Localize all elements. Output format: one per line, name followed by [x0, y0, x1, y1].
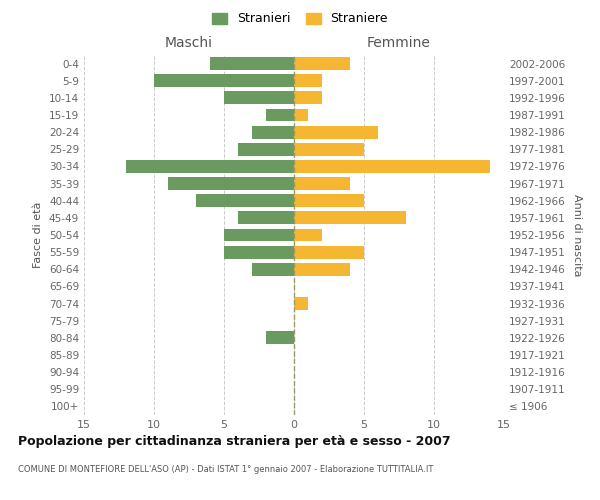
Bar [210, 57, 294, 70]
Bar [294, 263, 350, 276]
Bar [294, 57, 350, 70]
Bar [294, 74, 322, 87]
Bar [266, 332, 294, 344]
Bar [224, 92, 294, 104]
Bar [294, 228, 322, 241]
Bar [294, 194, 364, 207]
Legend: Stranieri, Straniere: Stranieri, Straniere [208, 8, 392, 29]
Text: Maschi: Maschi [165, 36, 213, 50]
Y-axis label: Anni di nascita: Anni di nascita [572, 194, 582, 276]
Bar [238, 212, 294, 224]
Bar [252, 263, 294, 276]
Bar [126, 160, 294, 173]
Bar [294, 246, 364, 258]
Bar [294, 160, 490, 173]
Bar [238, 143, 294, 156]
Bar [294, 177, 350, 190]
Bar [252, 126, 294, 138]
Bar [294, 92, 322, 104]
Bar [196, 194, 294, 207]
Bar [224, 246, 294, 258]
Bar [294, 108, 308, 122]
Bar [224, 228, 294, 241]
Bar [294, 126, 378, 138]
Text: COMUNE DI MONTEFIORE DELL'ASO (AP) - Dati ISTAT 1° gennaio 2007 - Elaborazione T: COMUNE DI MONTEFIORE DELL'ASO (AP) - Dat… [18, 465, 433, 474]
Text: Popolazione per cittadinanza straniera per età e sesso - 2007: Popolazione per cittadinanza straniera p… [18, 435, 451, 448]
Bar [266, 108, 294, 122]
Bar [294, 297, 308, 310]
Bar [154, 74, 294, 87]
Bar [294, 212, 406, 224]
Bar [294, 143, 364, 156]
Y-axis label: Fasce di età: Fasce di età [34, 202, 43, 268]
Text: Femmine: Femmine [367, 36, 431, 50]
Bar [168, 177, 294, 190]
